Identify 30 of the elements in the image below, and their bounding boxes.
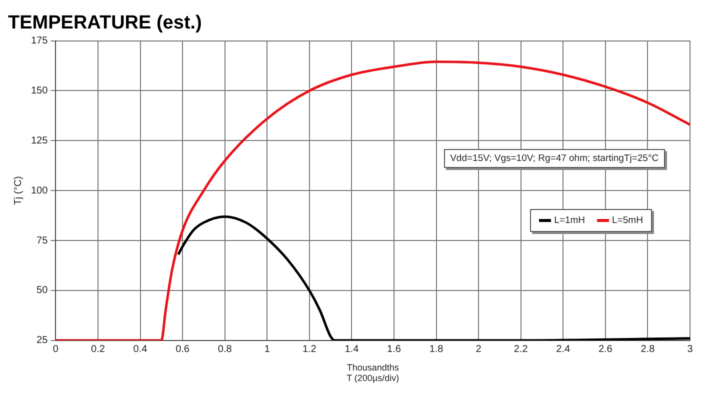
- x-axis-title: Thousandths T (200µs/div): [346, 362, 400, 384]
- x-tick-label: 2.6: [598, 344, 613, 356]
- x-tick-label: 1: [264, 344, 270, 356]
- x-tick-label: 2.4: [556, 344, 571, 356]
- y-tick-label: 100: [30, 185, 48, 196]
- legend-label: L=1mH: [554, 214, 586, 226]
- x-tick-label: 2.8: [640, 344, 656, 356]
- line-series: [177, 215, 690, 340]
- x-tick-label: 1.2: [302, 344, 317, 356]
- x-tick-label: 0.6: [176, 344, 190, 356]
- chart-title: TEMPERATURE (est.): [8, 12, 202, 34]
- x-tick-label: 0.8: [218, 344, 232, 356]
- x-tick-label: 0.2: [91, 344, 106, 356]
- legend-label: L=5mH: [612, 214, 643, 226]
- x-tick-label: 1.4: [344, 344, 360, 356]
- x-tick-label: 2: [476, 344, 482, 356]
- x-tick-label: 0: [52, 344, 59, 356]
- x-tick-label: 0.4: [133, 344, 148, 356]
- y-tick-label: 75: [36, 235, 48, 246]
- x-tick-label: 1.8: [429, 344, 444, 356]
- y-axis-title: Tj (°C): [12, 176, 24, 206]
- y-tick-label: 25: [36, 335, 48, 346]
- x-tick-label: 2.2: [514, 344, 528, 356]
- y-tick-label: 175: [30, 36, 48, 47]
- y-tick-label: 50: [36, 285, 48, 296]
- y-tick-label: 125: [30, 135, 48, 146]
- x-tick-label: 1.6: [387, 344, 402, 356]
- annotation: Vdd=15V; Vgs=10V; Rg=47 ohm; startingTj=25°C: [444, 148, 665, 168]
- y-tick-label: 150: [30, 85, 48, 96]
- x-tick-label: 3: [687, 344, 694, 356]
